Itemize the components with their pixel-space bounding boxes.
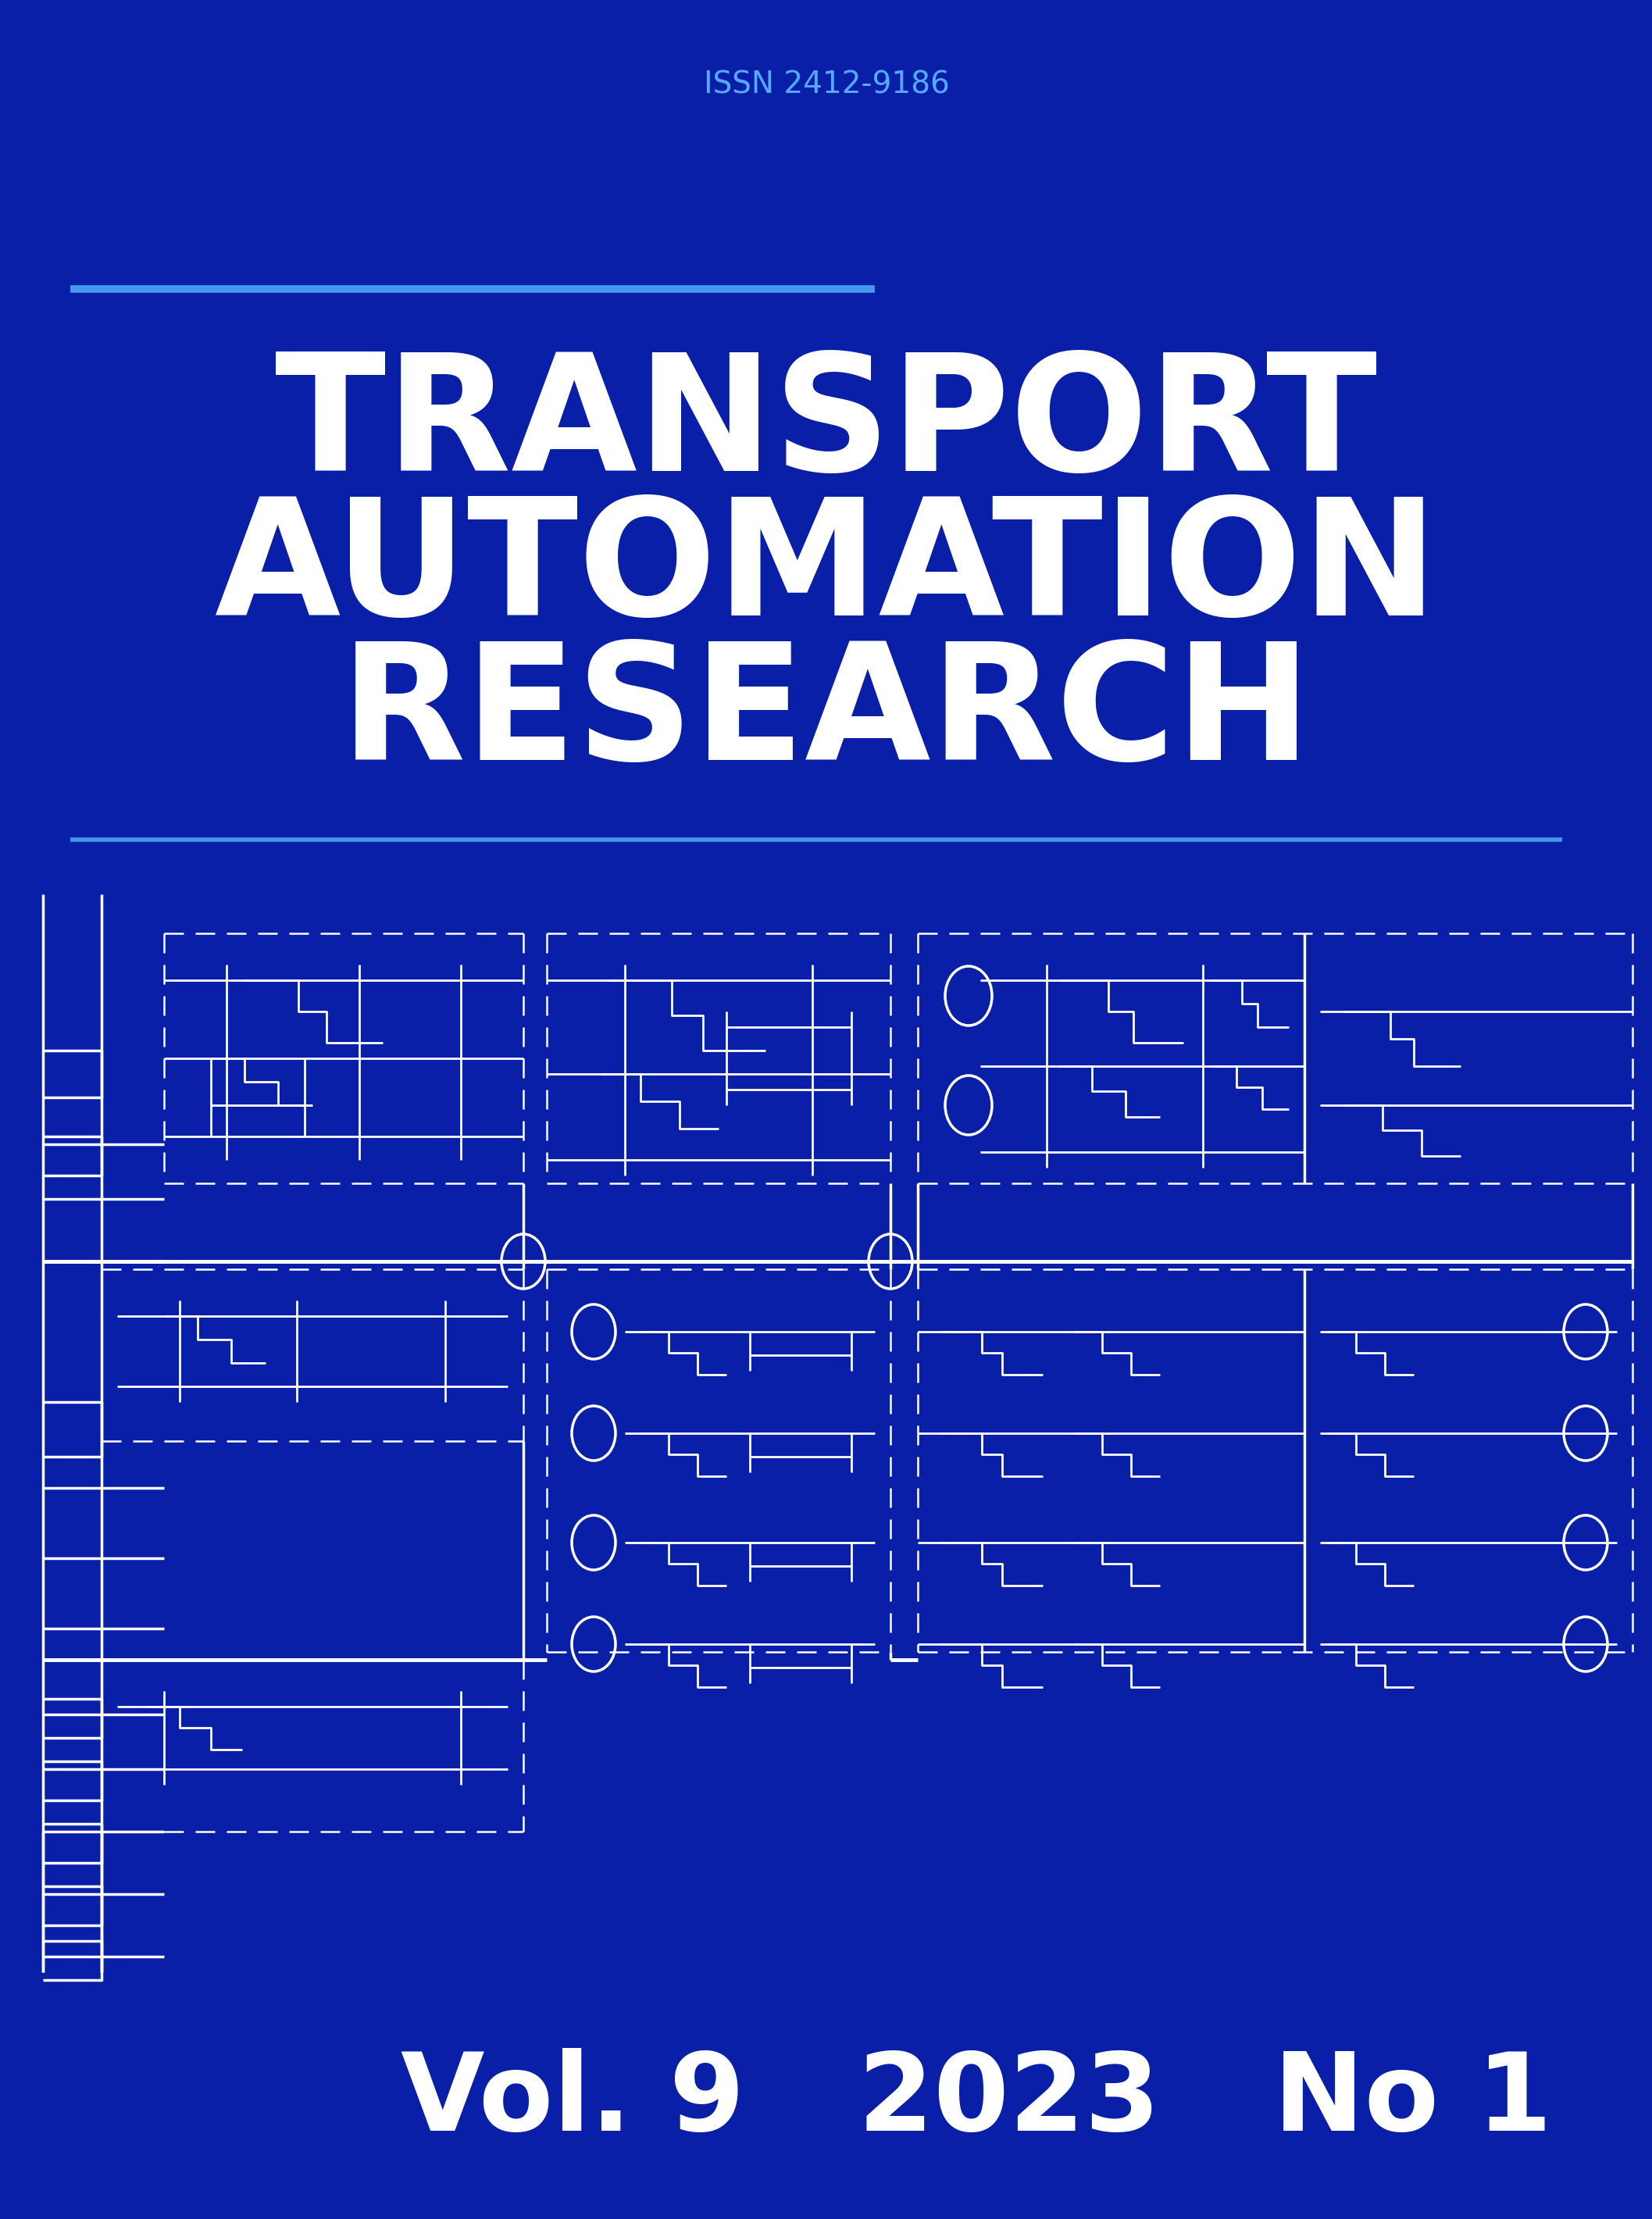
Text: AUTOMATION: AUTOMATION bbox=[215, 490, 1439, 650]
Text: TRANSPORT: TRANSPORT bbox=[276, 346, 1378, 504]
Text: RESEARCH: RESEARCH bbox=[340, 637, 1312, 794]
Text: ISSN 2412-9186: ISSN 2412-9186 bbox=[704, 69, 950, 100]
Text: Vol. 9   2023   No 1: Vol. 9 2023 No 1 bbox=[401, 2048, 1551, 2155]
